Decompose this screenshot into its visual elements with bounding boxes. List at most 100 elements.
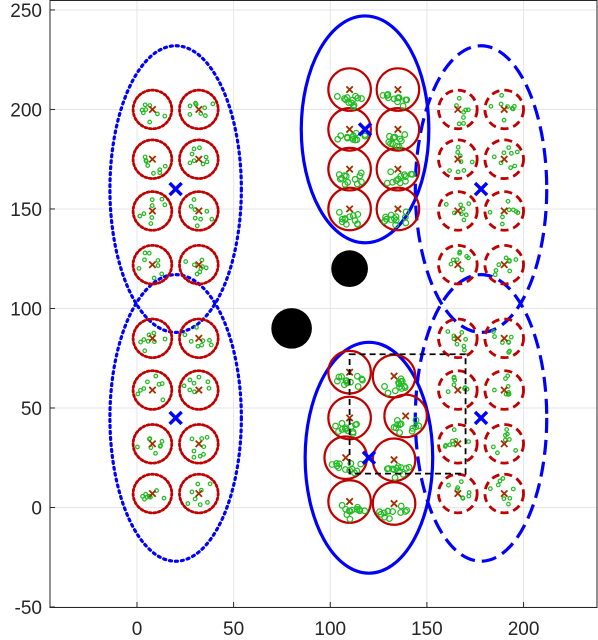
cell-center-marker [453,334,462,343]
user-marker [505,104,510,109]
cluster-ellipse [108,273,243,563]
user-marker [462,347,467,353]
user-marker [380,509,388,517]
user-marker [145,163,151,168]
user-marker [340,381,348,389]
user-marker [487,486,493,492]
user-marker [328,461,336,468]
user-marker [457,249,463,255]
user-marker [510,486,516,492]
cell-center-marker-stroke [394,165,402,174]
cell-center-marker [390,372,398,380]
user-marker [191,448,197,454]
user-marker [506,145,512,151]
cell-center-marker [500,489,509,498]
user-marker [507,258,512,263]
y-tick-label: 50 [21,399,42,420]
user-marker [353,136,361,144]
user-marker [338,426,346,433]
cell-circle [327,146,372,192]
user-marker [194,324,199,330]
y-tick-label: -50 [15,598,42,619]
user-marker [188,203,194,209]
user-marker [208,342,214,348]
user-marker [491,154,497,160]
user-marker [188,338,194,344]
user-marker [142,257,147,263]
user-marker [377,510,385,518]
grid-lines [50,0,597,608]
user-marker [202,105,208,111]
cell-center-marker [345,497,354,506]
user-marker [141,337,147,342]
cell-center-marker-stroke [394,205,402,213]
user-marker [338,215,346,223]
cluster-center-marker [168,410,183,426]
cell-circle [178,317,220,360]
user-marker [162,163,168,169]
user-marker [451,382,457,388]
cell-center-marker [194,260,203,269]
user-marker [195,343,201,349]
cell-center-marker-stroke [194,386,203,394]
user-marker [161,495,167,501]
user-marker [506,437,512,442]
user-marker [347,460,355,467]
cell-center-marker-stroke [390,455,398,464]
cluster-center-marker-stroke [168,410,183,426]
cell-circle [178,190,220,232]
user-marker [146,332,152,338]
cell-center-marker-stroke [500,386,509,394]
user-marker [142,250,148,256]
cluster-ellipse [413,44,549,334]
cell-center-marker-stroke [194,155,203,164]
cell-circle [327,106,372,152]
user-marker [141,211,147,217]
cell-circle [131,243,174,286]
user-marker [514,149,520,155]
x-tick-label: 100 [314,619,346,640]
user-marker [156,381,162,387]
user-marker [460,495,466,501]
user-marker [189,489,195,495]
cluster-ellipses [108,14,549,575]
user-marker [342,425,349,433]
cell-center-marker-stroke [194,489,203,498]
cell-center-marker-stroke [453,260,462,269]
cell-circle [483,472,525,515]
user-marker [395,380,403,388]
user-marker [206,385,212,391]
user-marker [197,269,203,275]
user-marker [450,257,456,263]
cell-center-marker [194,334,203,343]
user-marker [511,103,517,109]
cell-center-marker [341,453,350,462]
user-marker [349,132,357,140]
user-marker [452,377,458,383]
user-marker [408,427,416,435]
user-marker [391,387,399,395]
user-marker [191,380,197,386]
user-marker [396,135,404,143]
cell-circle [437,317,479,360]
cell-center-marker-stroke [194,207,203,215]
user-marker [335,460,343,468]
user-marker [383,179,391,187]
user-marker [403,96,411,104]
cell-center-marker-stroke [390,499,398,508]
user-marker [350,101,358,109]
user-marker [191,158,197,164]
user-marker [488,103,494,109]
user-marker [191,146,197,152]
user-marker [451,336,457,342]
user-marker [443,201,449,207]
user-marker [189,151,195,157]
user-marker [137,213,143,219]
cell-center-marker [394,205,402,213]
user-marker [496,262,502,268]
user-marker [492,272,498,278]
cell-center-marker-stroke [453,334,462,343]
user-marker [183,259,189,264]
user-marker [506,340,512,345]
user-marker [454,487,460,493]
